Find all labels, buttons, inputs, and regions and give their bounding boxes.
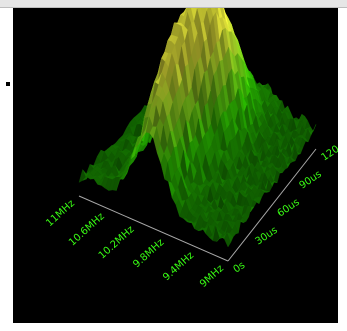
time-tick-label: 90us: [298, 169, 324, 192]
frequency-tick-label: 9.4MHz: [161, 250, 196, 283]
title-strip: [0, 0, 347, 8]
plot-axes: [78, 148, 317, 262]
surface-mesh: [78, 8, 317, 248]
frequency-tick-label: 10.6MHz: [67, 211, 107, 248]
time-tick-label: 30us: [254, 225, 280, 248]
time-tick-label: 60us: [276, 197, 302, 220]
time-axis-line: [227, 148, 317, 262]
time-tick-label: 0s: [232, 260, 248, 276]
surface-facet: [78, 168, 87, 183]
frequency-tick-label: 11MHz: [44, 198, 77, 229]
time-tick-label: 120: [320, 144, 338, 164]
side-marker: [6, 82, 10, 86]
surface-facet: [224, 232, 231, 248]
frequency-tick-label: 9MHz: [198, 263, 226, 290]
surface-plot-panel[interactable]: 11MHz 10.6MHz 10.2MHz 9.8MHz 9.4MHz 9MHz 0s 30…: [13, 8, 338, 323]
frequency-tick-label: 10.2MHz: [97, 224, 137, 261]
frequency-axis-line: [78, 195, 229, 262]
frequency-tick-label: 9.8MHz: [131, 237, 166, 270]
